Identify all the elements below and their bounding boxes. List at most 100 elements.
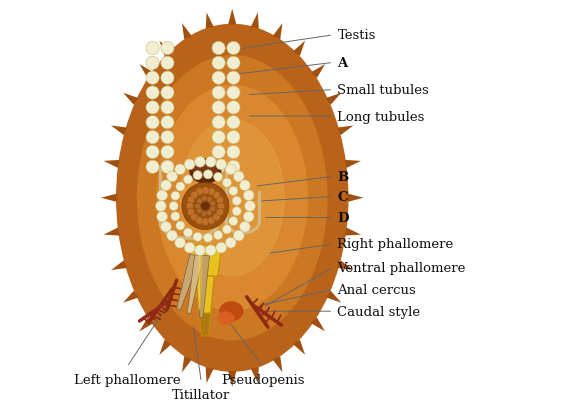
Circle shape — [216, 159, 227, 170]
Circle shape — [146, 161, 159, 174]
Circle shape — [212, 161, 225, 174]
Circle shape — [146, 57, 159, 70]
Ellipse shape — [137, 57, 327, 340]
Circle shape — [227, 87, 240, 100]
Circle shape — [213, 192, 220, 199]
Circle shape — [216, 197, 224, 204]
Circle shape — [157, 212, 168, 223]
Polygon shape — [348, 194, 364, 202]
Circle shape — [182, 183, 229, 230]
Circle shape — [161, 42, 174, 55]
Ellipse shape — [180, 121, 284, 276]
Circle shape — [204, 171, 213, 179]
Text: D: D — [338, 211, 349, 225]
Circle shape — [240, 180, 250, 191]
Circle shape — [183, 228, 193, 237]
Text: Titillator: Titillator — [172, 389, 230, 401]
Circle shape — [176, 183, 185, 192]
Ellipse shape — [190, 159, 221, 183]
Polygon shape — [104, 161, 119, 169]
Text: Caudal style: Caudal style — [338, 305, 420, 318]
Circle shape — [195, 204, 201, 209]
Polygon shape — [251, 13, 259, 29]
Circle shape — [229, 217, 238, 226]
Circle shape — [166, 230, 177, 241]
Polygon shape — [101, 194, 117, 202]
Circle shape — [166, 172, 177, 183]
Text: Left phallomere: Left phallomere — [74, 373, 180, 386]
Circle shape — [205, 245, 216, 256]
Circle shape — [202, 187, 209, 195]
Circle shape — [175, 164, 186, 175]
Circle shape — [240, 222, 250, 233]
Polygon shape — [189, 246, 222, 276]
Polygon shape — [104, 228, 119, 236]
Polygon shape — [187, 255, 204, 314]
Circle shape — [227, 131, 240, 145]
Circle shape — [204, 234, 213, 242]
Circle shape — [227, 146, 240, 159]
Circle shape — [146, 72, 159, 85]
Circle shape — [213, 231, 223, 240]
Circle shape — [227, 102, 240, 115]
Circle shape — [191, 192, 198, 199]
Polygon shape — [196, 276, 214, 313]
Circle shape — [197, 209, 202, 214]
Circle shape — [233, 172, 244, 183]
Circle shape — [233, 230, 244, 241]
Circle shape — [227, 161, 240, 174]
Circle shape — [227, 116, 240, 130]
Polygon shape — [345, 228, 361, 236]
Circle shape — [213, 173, 223, 182]
Text: Long tubules: Long tubules — [338, 110, 425, 123]
Circle shape — [195, 217, 203, 225]
Ellipse shape — [117, 25, 348, 371]
Polygon shape — [182, 356, 192, 373]
Circle shape — [146, 116, 159, 130]
Circle shape — [206, 197, 212, 203]
Circle shape — [161, 57, 174, 70]
Polygon shape — [160, 340, 172, 355]
Circle shape — [184, 243, 195, 254]
Circle shape — [227, 57, 240, 70]
Circle shape — [157, 190, 168, 201]
Circle shape — [222, 179, 231, 188]
Circle shape — [186, 203, 194, 210]
Circle shape — [232, 207, 241, 216]
Circle shape — [202, 203, 209, 210]
Polygon shape — [326, 93, 342, 106]
Polygon shape — [160, 42, 172, 57]
Circle shape — [161, 131, 174, 145]
Ellipse shape — [220, 302, 243, 321]
Circle shape — [226, 164, 236, 175]
Text: A: A — [338, 57, 347, 70]
Polygon shape — [273, 24, 282, 40]
Text: B: B — [338, 171, 349, 183]
Circle shape — [222, 225, 231, 234]
Circle shape — [212, 72, 225, 85]
Circle shape — [229, 187, 238, 196]
Polygon shape — [206, 13, 214, 29]
Circle shape — [212, 42, 225, 55]
Polygon shape — [338, 261, 353, 271]
Circle shape — [201, 196, 207, 202]
Polygon shape — [273, 356, 282, 373]
Circle shape — [232, 197, 241, 206]
Circle shape — [226, 238, 236, 249]
Polygon shape — [206, 367, 214, 383]
Polygon shape — [123, 93, 139, 106]
Circle shape — [218, 203, 225, 210]
Circle shape — [208, 217, 215, 225]
Circle shape — [208, 188, 215, 196]
Circle shape — [161, 102, 174, 115]
Text: Anal cercus: Anal cercus — [338, 283, 416, 296]
Ellipse shape — [218, 312, 234, 325]
Circle shape — [212, 87, 225, 100]
Polygon shape — [345, 161, 361, 169]
Polygon shape — [139, 318, 154, 332]
Circle shape — [187, 197, 195, 204]
Polygon shape — [200, 256, 209, 318]
Circle shape — [227, 42, 240, 55]
Circle shape — [169, 202, 178, 211]
Circle shape — [202, 218, 209, 226]
